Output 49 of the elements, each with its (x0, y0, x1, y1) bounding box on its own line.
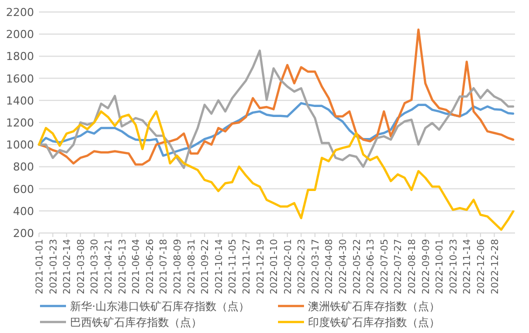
x-tick-label: 2021-07-18 (158, 239, 170, 294)
x-tick-label: 2022-04-08 (324, 239, 336, 294)
x-tick-label: 2021-01-23 (48, 239, 60, 294)
y-tick-label: 1200 (6, 116, 34, 130)
y-tick-label: 2200 (6, 6, 34, 19)
x-tick-label: 2022-12-28 (490, 239, 501, 294)
x-tick-label: 2021-10-14 (214, 239, 225, 294)
x-tick-label: 2021-03-08 (76, 239, 87, 294)
legend-label: 新华·山东港口铁矿石库存指数（点） (70, 300, 250, 313)
y-tick-label: 200 (13, 227, 34, 240)
y-tick-label: 800 (13, 160, 34, 174)
x-tick-label: 2022-06-13 (366, 239, 377, 294)
x-tick-label: 2021-09-22 (200, 239, 212, 294)
legend-label: 澳洲铁矿石库存指数（点） (308, 300, 440, 313)
x-tick-label: 2021-06-26 (144, 239, 156, 294)
x-tick-label: 2022-07-05 (379, 239, 390, 294)
x-tick-label: 2022-02-23 (296, 239, 308, 294)
x-tick-label: 2022-12-06 (476, 239, 488, 294)
x-tick-label: 2021-12-19 (255, 239, 266, 294)
y-tick-label: 1800 (6, 50, 34, 64)
x-tick-label: 2021-11-27 (241, 239, 252, 294)
legend-label: 巴西铁矿石库存指数（点） (70, 316, 202, 329)
legend-label: 印度铁矿石库存指数（点） (308, 316, 440, 329)
x-tick-label: 2021-02-14 (62, 239, 74, 294)
y-tick-label: 400 (13, 204, 34, 218)
y-tick-label: 1400 (6, 94, 34, 108)
y-tick-label: 1600 (6, 72, 34, 86)
x-tick-label: 2022-08-18 (407, 239, 418, 294)
x-tick-label: 2021-03-30 (90, 239, 101, 294)
y-tick-label: 600 (13, 182, 34, 196)
x-tick-label: 2022-11-14 (462, 239, 474, 294)
x-tick-label: 2022-02-01 (282, 239, 294, 294)
x-tick-label: 2022-04-30 (338, 239, 350, 294)
x-tick-label: 2022-03-17 (310, 239, 322, 294)
y-tick-label: 2000 (6, 28, 34, 42)
x-tick-label: 2022-10-23 (448, 239, 460, 294)
x-tick-label: 2021-05-13 (117, 239, 128, 294)
x-tick-label: 2022-07-27 (393, 239, 404, 294)
y-tick-label: 1000 (6, 138, 34, 152)
x-tick-label: 2021-01-01 (34, 239, 46, 294)
x-tick-label: 2022-05-22 (352, 239, 363, 294)
x-tick-label: 2021-04-21 (103, 239, 114, 294)
x-tick-label: 2022-10-01 (434, 239, 446, 294)
x-tick-label: 2021-06-04 (131, 239, 142, 294)
x-tick-label: 2021-08-31 (186, 239, 198, 294)
x-tick-label: 2021-11-05 (228, 239, 239, 294)
x-tick-label: 2022-01-10 (269, 239, 280, 294)
x-tick-label: 2022-09-09 (420, 239, 432, 294)
x-tick-label: 2021-08-09 (172, 239, 184, 294)
